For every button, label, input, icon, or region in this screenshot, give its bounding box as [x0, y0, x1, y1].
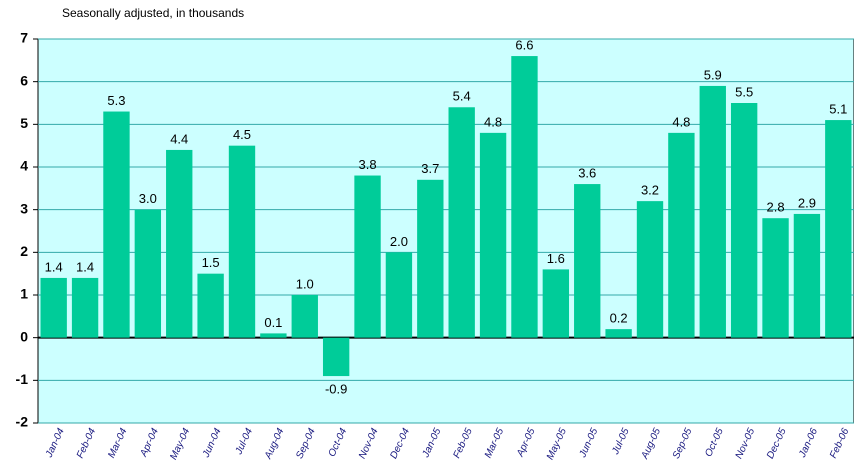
x-tick-label: Jul-04 — [233, 426, 255, 457]
x-tick-label: Dec-05 — [765, 426, 789, 460]
bar — [668, 132, 695, 338]
bar — [322, 337, 350, 377]
value-label: 3.7 — [421, 161, 439, 176]
value-label: 4.8 — [672, 114, 690, 129]
bar — [103, 111, 130, 338]
y-tick-label: 1 — [20, 286, 28, 302]
value-label: 2.9 — [798, 195, 816, 210]
bar — [40, 277, 67, 338]
value-label: 0.2 — [610, 311, 628, 326]
value-label: 5.9 — [704, 67, 722, 82]
value-label: 1.6 — [547, 251, 565, 266]
x-tick-label: Oct-05 — [703, 426, 726, 458]
x-tick-label: Feb-05 — [451, 426, 475, 460]
value-label: -0.9 — [325, 382, 347, 397]
bar — [291, 295, 318, 338]
value-label: 1.0 — [296, 276, 314, 291]
value-label: 5.1 — [829, 102, 847, 117]
x-tick-label: Dec-04 — [388, 426, 412, 460]
x-tick-label: Jun-04 — [200, 426, 223, 460]
bar — [71, 277, 99, 338]
x-tick-label: Apr-05 — [515, 426, 538, 459]
x-tick-label: Feb-04 — [75, 426, 99, 460]
x-tick-label: Jul-05 — [610, 426, 632, 457]
bar — [542, 269, 570, 338]
value-label: 5.3 — [107, 93, 125, 108]
x-tick-label: Nov-04 — [357, 426, 381, 460]
value-label: 2.0 — [390, 234, 408, 249]
value-label: 5.5 — [735, 84, 753, 99]
bar — [479, 132, 507, 338]
value-label: 3.0 — [139, 191, 157, 206]
x-tick-label: May-04 — [168, 426, 192, 461]
y-tick-label: 4 — [20, 158, 28, 174]
value-label: 3.6 — [578, 166, 596, 181]
x-tick-label: Jun-05 — [577, 426, 600, 460]
x-tick-label: Mar-04 — [106, 426, 129, 460]
y-tick-label: -1 — [16, 371, 29, 387]
bar — [825, 120, 852, 338]
x-tick-label: Sep-05 — [671, 426, 695, 460]
bar — [385, 252, 413, 338]
bar — [260, 333, 287, 338]
bar — [793, 213, 821, 338]
bar — [197, 273, 224, 338]
x-tick-label: Jan-06 — [797, 426, 820, 460]
x-tick-label: Jan-05 — [420, 426, 443, 460]
x-tick-label: Aug-05 — [639, 426, 663, 461]
bar — [574, 184, 601, 338]
y-tick-label: 6 — [20, 72, 28, 88]
y-tick-label: 5 — [20, 115, 28, 131]
value-label: 1.4 — [45, 259, 63, 274]
value-label: 0.1 — [264, 315, 282, 330]
value-label: 1.5 — [202, 255, 220, 270]
x-tick-label: Mar-05 — [483, 426, 506, 460]
x-tick-label: Sep-04 — [294, 426, 318, 460]
bar — [354, 175, 381, 338]
y-tick-label: 3 — [20, 200, 28, 216]
bar — [228, 145, 256, 338]
value-label: 4.5 — [233, 127, 251, 142]
value-label: 5.4 — [453, 89, 471, 104]
x-tick-label: Jan-04 — [43, 426, 66, 460]
bar — [605, 329, 632, 338]
bar — [511, 56, 538, 338]
bar — [699, 85, 726, 338]
bar — [762, 218, 789, 338]
y-tick-label: -2 — [16, 414, 29, 430]
y-tick-label: 0 — [20, 328, 28, 344]
y-tick-label: 7 — [20, 30, 28, 46]
value-label: 3.8 — [358, 157, 376, 172]
bar — [134, 209, 162, 338]
x-tick-label: Nov-05 — [734, 426, 758, 460]
bar — [636, 201, 664, 338]
value-label: 6.6 — [515, 38, 533, 53]
bar — [730, 103, 758, 338]
x-tick-label: Apr-04 — [138, 426, 161, 459]
bar — [417, 179, 444, 338]
x-tick-label: Oct-04 — [327, 426, 350, 458]
value-label: 4.8 — [484, 114, 502, 129]
value-label: 4.4 — [170, 131, 188, 146]
x-tick-label: Feb-06 — [828, 426, 852, 460]
bar — [448, 107, 475, 338]
x-tick-label: Aug-04 — [262, 426, 286, 461]
x-tick-label: May-05 — [545, 426, 569, 461]
y-tick-label: 2 — [20, 243, 28, 259]
chart-subtitle: Seasonally adjusted, in thousands — [62, 6, 244, 20]
value-label: 1.4 — [76, 259, 94, 274]
value-label: 2.8 — [766, 200, 784, 215]
bar — [166, 149, 193, 338]
value-label: 3.2 — [641, 183, 659, 198]
